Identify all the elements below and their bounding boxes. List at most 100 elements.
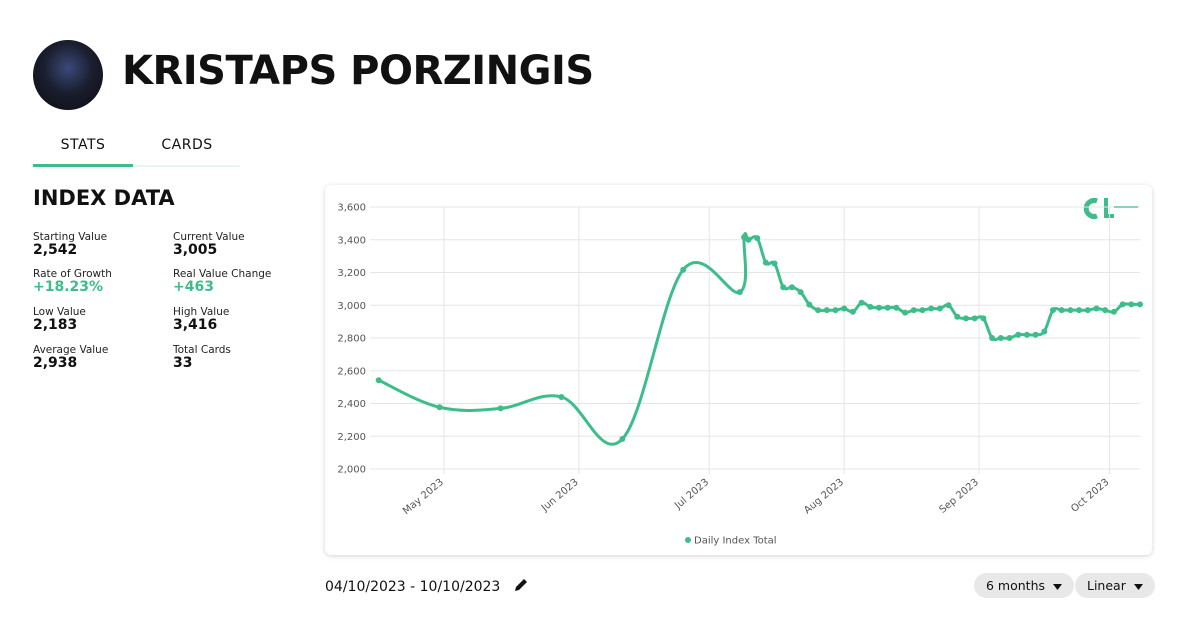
player-name: KRISTAPS PORZINGIS	[122, 48, 594, 94]
point	[902, 309, 909, 316]
point	[1023, 331, 1030, 338]
point	[832, 307, 839, 314]
point	[858, 299, 865, 306]
point	[741, 234, 748, 241]
stat-label: Current Value	[173, 231, 245, 243]
stat: Average Value 2,938	[33, 344, 108, 371]
stat: High Value 3,416	[173, 306, 229, 333]
point	[558, 393, 565, 400]
point	[884, 304, 891, 311]
point	[806, 301, 813, 308]
caret	[1133, 583, 1143, 590]
period-select[interactable]: 6 months	[974, 573, 1075, 598]
caret	[1053, 583, 1063, 590]
stat: Starting Value 2,542	[33, 231, 107, 258]
point	[619, 436, 626, 443]
point	[1110, 308, 1117, 315]
point	[1049, 307, 1056, 314]
stat-value: 33	[173, 355, 193, 371]
point	[1032, 331, 1039, 338]
tab-track	[33, 165, 240, 167]
point	[1058, 307, 1065, 314]
point	[980, 315, 987, 322]
scale-select[interactable]: Linear	[1075, 573, 1155, 598]
legend-marker	[685, 537, 691, 543]
date-range-text: 04/10/2023 - 10/10/2023	[325, 579, 501, 595]
point	[919, 307, 926, 314]
point	[936, 305, 943, 312]
point	[780, 284, 787, 291]
stat-value: +18.23%	[33, 279, 104, 295]
point	[997, 335, 1004, 341]
y-tick-label: 2,800	[337, 334, 366, 345]
point	[375, 377, 382, 384]
stat-value: 3,416	[173, 317, 218, 333]
point	[841, 305, 848, 312]
point	[1137, 301, 1143, 308]
stat-value: +463	[173, 279, 214, 295]
point	[1076, 307, 1083, 314]
player-avatar	[33, 40, 103, 110]
point	[1084, 307, 1091, 314]
y-tick-label: 2,200	[337, 432, 366, 443]
tab[interactable]: STATS	[60, 137, 106, 153]
legend-label: Daily Index Total	[694, 536, 777, 547]
point	[823, 307, 830, 314]
point	[1128, 301, 1135, 308]
point	[875, 304, 882, 311]
x-tick-label: Jun 2023	[539, 477, 581, 515]
point	[849, 308, 856, 315]
stat-value: 2,938	[33, 355, 78, 371]
logo	[1083, 198, 1138, 219]
line	[378, 232, 1140, 446]
point	[1067, 307, 1074, 314]
stat: Rate of Growth +18.23%	[33, 268, 112, 295]
stat-value: 3,005	[173, 242, 218, 258]
x-tick-label: Oct 2023	[1069, 477, 1111, 515]
point	[1102, 307, 1109, 314]
y-tick-label: 2,600	[337, 366, 366, 377]
point	[971, 315, 978, 322]
point	[762, 259, 769, 266]
x-tick-label: Sep 2023	[938, 477, 981, 516]
point	[1093, 305, 1100, 312]
point	[771, 260, 778, 267]
point	[745, 236, 752, 243]
stat: Current Value 3,005	[173, 231, 245, 258]
date-range: 04/10/2023 - 10/10/2023	[325, 577, 529, 595]
point	[945, 302, 952, 309]
y-tick-label: 2,400	[337, 399, 366, 410]
point	[497, 405, 504, 412]
point	[867, 303, 874, 310]
stat-label: Low Value	[33, 306, 86, 318]
stat: Total Cards 33	[173, 344, 231, 371]
tab-indicator	[33, 164, 133, 167]
x-tick-label: Jul 2023	[672, 477, 711, 512]
point	[797, 289, 804, 296]
point	[436, 404, 443, 411]
stat-label: Average Value	[33, 344, 109, 356]
edit-icon[interactable]	[513, 577, 529, 593]
point	[893, 304, 900, 311]
point	[680, 266, 687, 273]
point	[928, 305, 935, 312]
point	[1119, 301, 1126, 308]
stat-value: 2,542	[33, 242, 78, 258]
stat: Low Value 2,183	[33, 306, 86, 333]
point	[962, 315, 969, 322]
point	[754, 235, 761, 242]
tab[interactable]: CARDS	[161, 137, 213, 153]
point	[910, 307, 917, 314]
y-tick-label: 3,200	[337, 268, 366, 279]
point	[815, 307, 822, 314]
stat: Real Value Change +463	[173, 268, 271, 295]
stat-label: Total Cards	[173, 344, 231, 356]
point	[736, 289, 743, 296]
point	[1006, 335, 1013, 341]
y-tick-label: 3,400	[337, 235, 366, 246]
chart: 2,000 2,200 2,400 2,600 2,800 3,000 3,200 3,400…	[337, 198, 1143, 547]
stat-label: Starting Value	[33, 231, 108, 243]
chart-card: 2,000 2,200 2,400 2,600 2,800 3,000 3,200 3,400…	[325, 185, 1152, 555]
point	[954, 313, 961, 320]
